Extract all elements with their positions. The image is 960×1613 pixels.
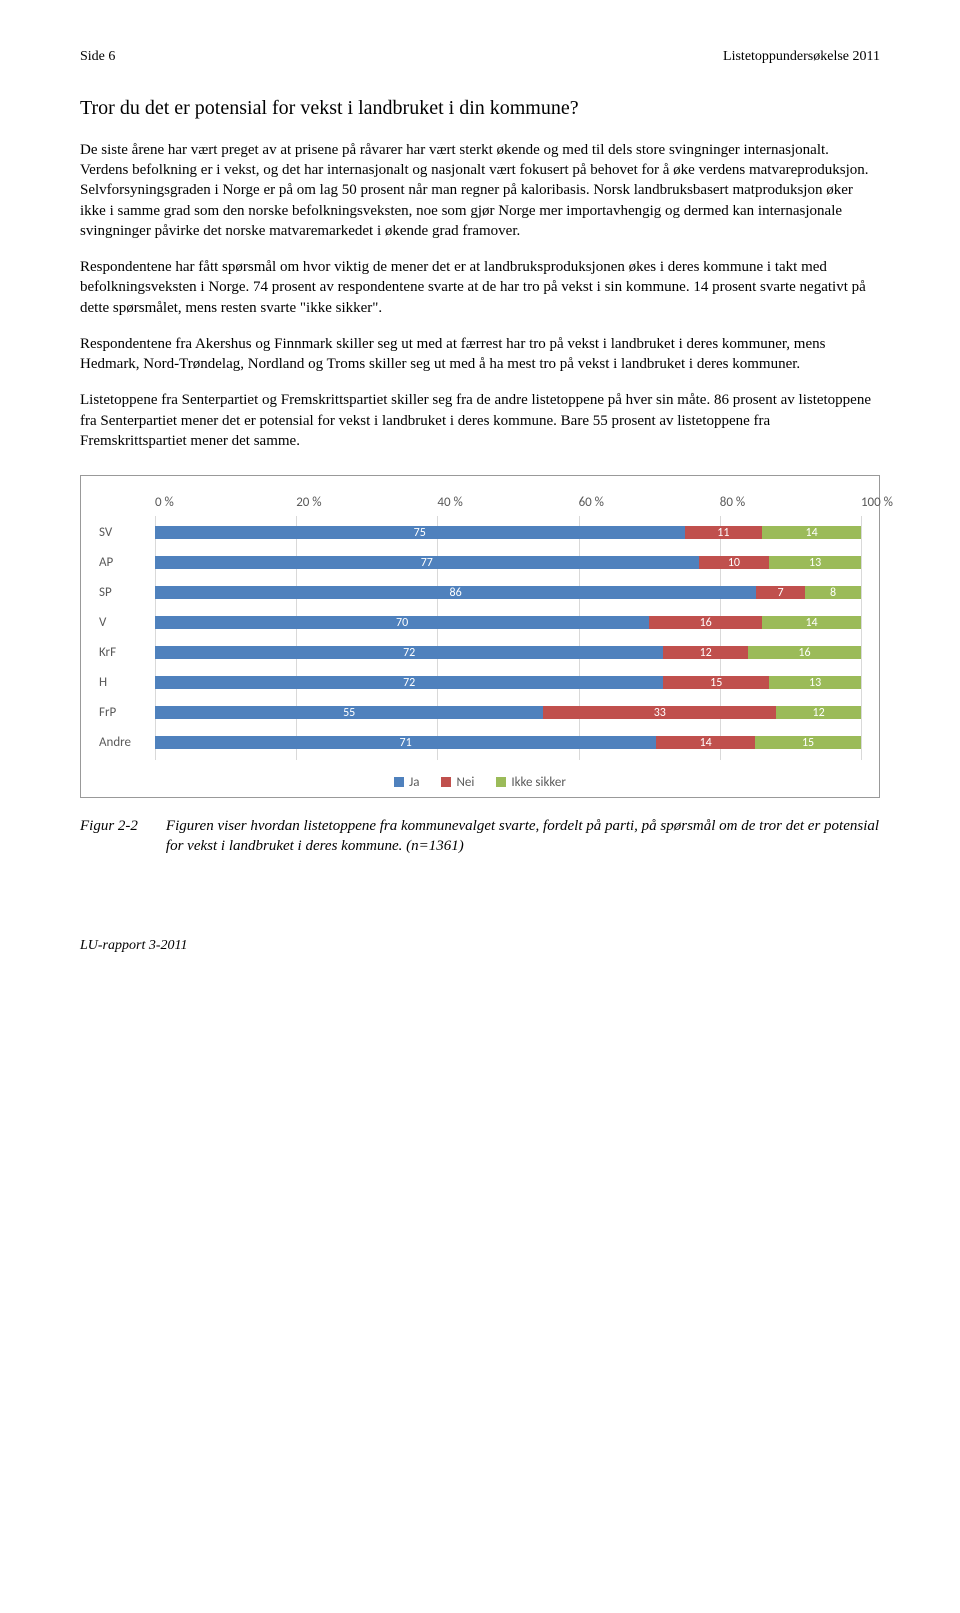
bar-segment: 72: [155, 676, 663, 689]
bar-segment: 86: [155, 586, 756, 599]
body-paragraph: Listetoppene fra Senterpartiet og Fremsk…: [80, 390, 880, 451]
bar-segment: 33: [543, 706, 776, 719]
legend-label: Ja: [409, 774, 419, 792]
legend-swatch: [496, 777, 506, 787]
legend-item: Ikke sikker: [496, 774, 566, 792]
bar-track: 701614: [155, 616, 861, 629]
axis-tick: 0 %: [155, 494, 296, 512]
header-left: Side 6: [80, 48, 115, 67]
bar-segment: 13: [769, 676, 861, 689]
caption-text: Figuren viser hvordan listetoppene fra k…: [166, 816, 880, 857]
bar-segment: 13: [769, 556, 861, 569]
bar-segment: 16: [649, 616, 762, 629]
x-axis: 0 % 20 % 40 % 60 % 80 % 100 %: [155, 494, 861, 512]
bar-segment: 15: [755, 736, 861, 749]
bar-segment: 12: [663, 646, 748, 659]
bar-segment: 14: [762, 526, 861, 539]
bar-row: SP8678: [99, 578, 861, 608]
bar-track: 711415: [155, 736, 861, 749]
bar-track: 771013: [155, 556, 861, 569]
bar-segment: 11: [685, 526, 763, 539]
page-title: Tror du det er potensial for vekst i lan…: [80, 95, 880, 122]
bar-row: SV751114: [99, 518, 861, 548]
bar-category-label: SV: [99, 524, 155, 542]
body-paragraph: Respondentene har fått spørsmål om hvor …: [80, 257, 880, 318]
axis-tick: 20 %: [296, 494, 437, 512]
bar-track: 721513: [155, 676, 861, 689]
bar-segment: 75: [155, 526, 685, 539]
page-header: Side 6 Listetoppundersøkelse 2011: [80, 48, 880, 67]
bar-segment: 7: [756, 586, 805, 599]
bar-category-label: KrF: [99, 644, 155, 662]
bar-segment: 55: [155, 706, 543, 719]
axis-tick: 80 %: [720, 494, 861, 512]
bar-category-label: AP: [99, 554, 155, 572]
bar-segment: 71: [155, 736, 656, 749]
legend-swatch: [441, 777, 451, 787]
legend-item: Ja: [394, 774, 419, 792]
bar-row: AP771013: [99, 548, 861, 578]
bar-category-label: H: [99, 674, 155, 692]
bar-row: V701614: [99, 608, 861, 638]
legend-label: Nei: [456, 774, 474, 792]
axis-tick: 60 %: [579, 494, 720, 512]
legend-label: Ikke sikker: [511, 774, 566, 792]
bar-row: Andre711415: [99, 728, 861, 758]
bar-category-label: SP: [99, 584, 155, 602]
legend-item: Nei: [441, 774, 474, 792]
page-footer: LU-rapport 3-2011: [80, 937, 880, 956]
bar-category-label: FrP: [99, 704, 155, 722]
bar-category-label: V: [99, 614, 155, 632]
legend-swatch: [394, 777, 404, 787]
bar-row: H721513: [99, 668, 861, 698]
figure-caption: Figur 2-2 Figuren viser hvordan listetop…: [80, 816, 880, 857]
bar-row: FrP553312: [99, 698, 861, 728]
bar-segment: 14: [762, 616, 861, 629]
legend: Ja Nei Ikke sikker: [99, 774, 861, 792]
header-right: Listetoppundersøkelse 2011: [723, 48, 880, 67]
body-paragraph: Respondentene fra Akershus og Finnmark s…: [80, 334, 880, 375]
bar-segment: 8: [805, 586, 861, 599]
bar-segment: 15: [663, 676, 769, 689]
bar-segment: 72: [155, 646, 663, 659]
bar-segment: 10: [699, 556, 770, 569]
bar-row: KrF721216: [99, 638, 861, 668]
body-paragraph: De siste årene har vært preget av at pri…: [80, 140, 880, 241]
axis-tick: 40 %: [437, 494, 578, 512]
bar-category-label: Andre: [99, 734, 155, 752]
bar-segment: 70: [155, 616, 649, 629]
chart-bars: SV751114AP771013SP8678V701614KrF721216H7…: [99, 518, 861, 758]
bar-track: 721216: [155, 646, 861, 659]
caption-label: Figur 2-2: [80, 816, 138, 857]
bar-track: 8678: [155, 586, 861, 599]
bar-segment: 12: [776, 706, 861, 719]
bar-segment: 16: [748, 646, 861, 659]
bar-chart: 0 % 20 % 40 % 60 % 80 % 100 % SV751114AP…: [80, 475, 880, 798]
bar-track: 553312: [155, 706, 861, 719]
bar-track: 751114: [155, 526, 861, 539]
bar-segment: 77: [155, 556, 699, 569]
bar-segment: 14: [656, 736, 755, 749]
